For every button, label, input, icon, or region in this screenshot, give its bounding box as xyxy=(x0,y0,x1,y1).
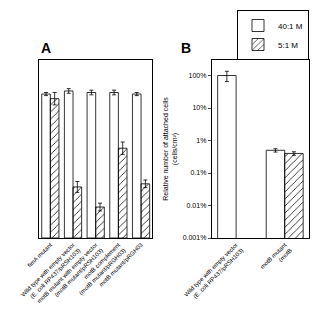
svg-text:5:1 M: 5:1 M xyxy=(278,41,298,50)
svg-text:fimA mutant: fimA mutant xyxy=(27,242,54,269)
svg-text:A: A xyxy=(41,40,51,56)
svg-text:10%: 10% xyxy=(192,104,206,111)
svg-text:Wild type with empty vector(E.: Wild type with empty vector(E. coli RP43… xyxy=(183,242,244,303)
svg-text:motB mutant with empty vector(: motB mutant with empty vector(motB mutan… xyxy=(36,242,104,310)
svg-text:0.1%: 0.1% xyxy=(190,169,206,176)
svg-text:Relative number of attached ce: Relative number of attached cells(cells/… xyxy=(162,97,179,201)
svg-text:B: B xyxy=(181,40,191,56)
svg-text:motB complement(motB mutant/pR: motB complement(motB mutant/pRGH03) xyxy=(72,242,127,297)
svg-text:0.001%: 0.001% xyxy=(183,234,207,241)
svg-text:Wild type with empty vector(E.: Wild type with empty vector(E. coli RP43… xyxy=(20,242,81,303)
svg-text:0.01%: 0.01% xyxy=(187,202,207,209)
svg-text:1%: 1% xyxy=(196,137,206,144)
svg-text:motB mutant/pRGH03: motB mutant/pRGH03 xyxy=(98,241,144,287)
svg-text:100%: 100% xyxy=(188,72,206,79)
svg-text:40:1 M: 40:1 M xyxy=(278,22,303,31)
svg-text:motB mutant(motB: motB mutant(motB xyxy=(259,242,293,276)
